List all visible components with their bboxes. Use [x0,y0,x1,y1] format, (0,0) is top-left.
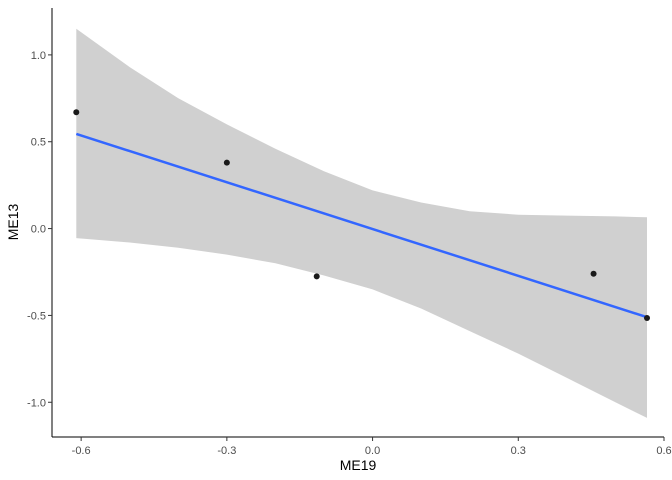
y-tick-label: 0.5 [31,137,46,149]
x-tick-label: -0.3 [217,445,236,457]
points-layer [73,109,650,322]
x-axis-title: ME19 [340,457,377,473]
confidence-band [76,28,648,418]
data-point-4 [590,270,597,277]
x-tick-label: 0.3 [511,445,526,457]
data-point-3 [313,273,320,280]
x-axis-ticks: -0.6 -0.3 0.0 0.3 0.6 [72,437,672,457]
y-axis-title: ME13 [5,204,21,241]
data-point-2 [223,159,230,166]
y-tick-label: -0.5 [27,310,46,322]
x-tick-label: 0.0 [365,445,380,457]
x-tick-label: -0.6 [72,445,91,457]
axes: -0.6 -0.3 0.0 0.3 0.6 -1.0 -0.5 0.0 0.5 1.0 [27,8,672,457]
x-tick-label: 0.6 [656,445,671,457]
y-axis-ticks: -1.0 -0.5 0.0 0.5 1.0 [27,50,52,409]
fit-line-layer [75,132,648,319]
y-tick-label: 0.0 [31,224,46,236]
data-point-1 [73,109,80,116]
confidence-band-layer [76,28,648,418]
y-tick-label: 1.0 [31,50,46,62]
data-point-5 [644,315,650,322]
y-tick-label: -1.0 [27,397,46,409]
regression-line [75,132,648,319]
